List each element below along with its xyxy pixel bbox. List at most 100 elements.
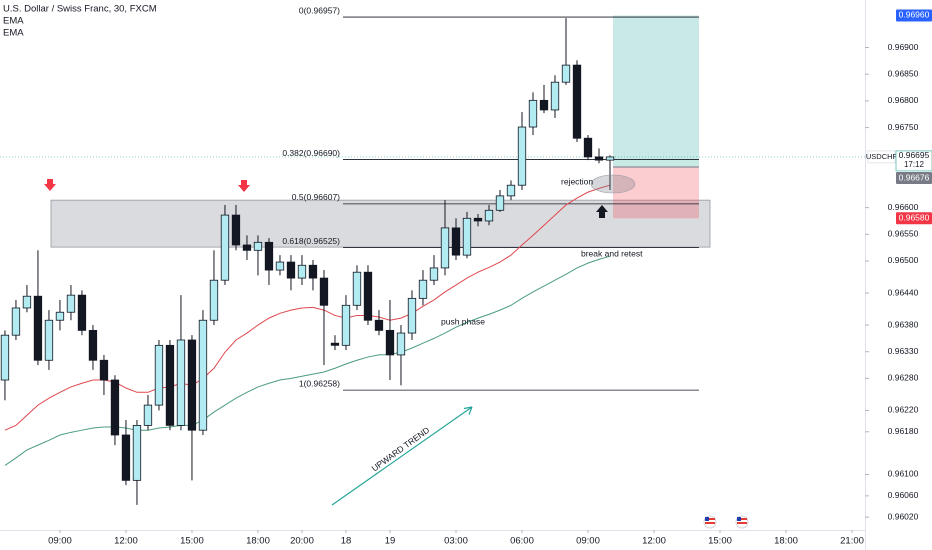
x-tick-label: 20:00 (290, 536, 314, 547)
annotation: rejection (561, 176, 593, 186)
candle-body (341, 304, 351, 346)
stop-badge-text: 0.96580 (899, 213, 930, 223)
annotation: push phase (441, 316, 485, 326)
rejection-highlight (590, 174, 636, 194)
marker-arrow (44, 179, 56, 191)
x-tick-label: 09:00 (48, 536, 72, 547)
candle-body (275, 261, 285, 271)
candle-body (264, 241, 274, 271)
candle-body (88, 329, 98, 361)
candle-body (429, 267, 439, 281)
y-tick-label: 0.96020 (888, 511, 919, 521)
x-tick-label: 03:00 (444, 536, 468, 547)
y-tick-label: 0.96600 (888, 202, 919, 212)
candle-body (231, 214, 241, 246)
target-badge-text: 0.96960 (899, 10, 930, 20)
x-tick-label: 18 (341, 536, 352, 547)
candle-body (539, 99, 549, 111)
trend-arrow (331, 406, 473, 506)
candle-body (198, 319, 208, 431)
ema-line (4, 255, 611, 466)
y-tick-label: 0.96100 (888, 469, 919, 479)
candle-body (352, 271, 362, 306)
marker-arrow (596, 205, 608, 218)
candle-body (605, 156, 615, 161)
countdown-text: 17:12 (904, 160, 925, 169)
y-tick-label: 0.96280 (888, 373, 919, 383)
candle-body (462, 217, 472, 256)
candle-body (220, 214, 230, 281)
profit-area (613, 15, 699, 168)
fib-label: 0.382(0.96690) (282, 148, 340, 158)
event-flag[interactable] (735, 515, 749, 529)
candle-body (572, 64, 582, 139)
candle-body (121, 434, 131, 481)
candle-body (330, 342, 340, 346)
y-tick-label: 0.96440 (888, 287, 919, 297)
candle-body (176, 339, 186, 426)
x-tick-label: 06:00 (510, 536, 534, 547)
zone (50, 199, 711, 248)
trend-arrow-head (463, 406, 473, 415)
x-tick-label: 15:00 (180, 536, 204, 547)
candle-body (550, 81, 560, 111)
candle-body (44, 319, 54, 361)
y-tick-label: 0.96500 (888, 255, 919, 265)
candle-body (33, 295, 43, 361)
candle-body (451, 227, 461, 256)
candle-body (66, 294, 76, 313)
candle-body (396, 332, 406, 356)
x-tick-label: 21:00 (840, 536, 864, 547)
y-tick-label: 0.96900 (888, 42, 919, 52)
x-tick-label: 19 (385, 536, 396, 547)
candle-body (253, 241, 263, 251)
candle-body (583, 137, 593, 158)
fib-label: 0.618(0.96525) (282, 236, 340, 246)
loss-area (613, 167, 699, 219)
candle-body (209, 279, 219, 321)
candle-body (484, 209, 494, 222)
entry-badge-text: 0.96676 (899, 172, 930, 182)
candle-body (385, 329, 395, 356)
y-tick-label: 0.96380 (888, 319, 919, 329)
y-tick-label: 0.96060 (888, 490, 919, 500)
legend-entry: EMA (3, 16, 24, 27)
candle-body (374, 319, 384, 331)
annotation: break and retest (581, 248, 643, 258)
fib-label: 0.5(0.96607) (292, 192, 340, 202)
candle-body (363, 271, 373, 321)
candle-body (495, 195, 505, 211)
y-tick-label: 0.96220 (888, 405, 919, 415)
candle-body (55, 311, 65, 321)
y-tick-label: 0.96800 (888, 95, 919, 105)
event-flag[interactable] (703, 515, 717, 529)
x-tick-label: 15:00 (708, 536, 732, 547)
candle-body (132, 424, 142, 481)
candle-body (154, 344, 164, 406)
candle-body (506, 184, 516, 197)
candle-body (242, 244, 252, 251)
candle-body (308, 264, 318, 279)
x-tick-label: 18:00 (246, 536, 270, 547)
entry-badge (896, 172, 932, 185)
candle-body (165, 344, 175, 426)
candle-body (473, 217, 483, 222)
candle-body (440, 227, 450, 269)
candle-body (407, 297, 417, 334)
chart-title: U.S. Dollar / Swiss Franc, 30, FXCM (3, 4, 157, 15)
target-badge (896, 9, 932, 22)
y-tick-label: 0.96850 (888, 68, 919, 78)
candle-body (187, 339, 197, 431)
candle-body (143, 404, 153, 426)
candle-body (22, 295, 32, 309)
candle-body (319, 277, 329, 306)
marker-arrow (238, 180, 250, 192)
legend-entry: EMA (3, 28, 24, 39)
candle-body (110, 379, 120, 436)
y-tick-label: 0.96550 (888, 229, 919, 239)
candle-body (418, 279, 428, 299)
x-tick-label: 09:00 (576, 536, 600, 547)
